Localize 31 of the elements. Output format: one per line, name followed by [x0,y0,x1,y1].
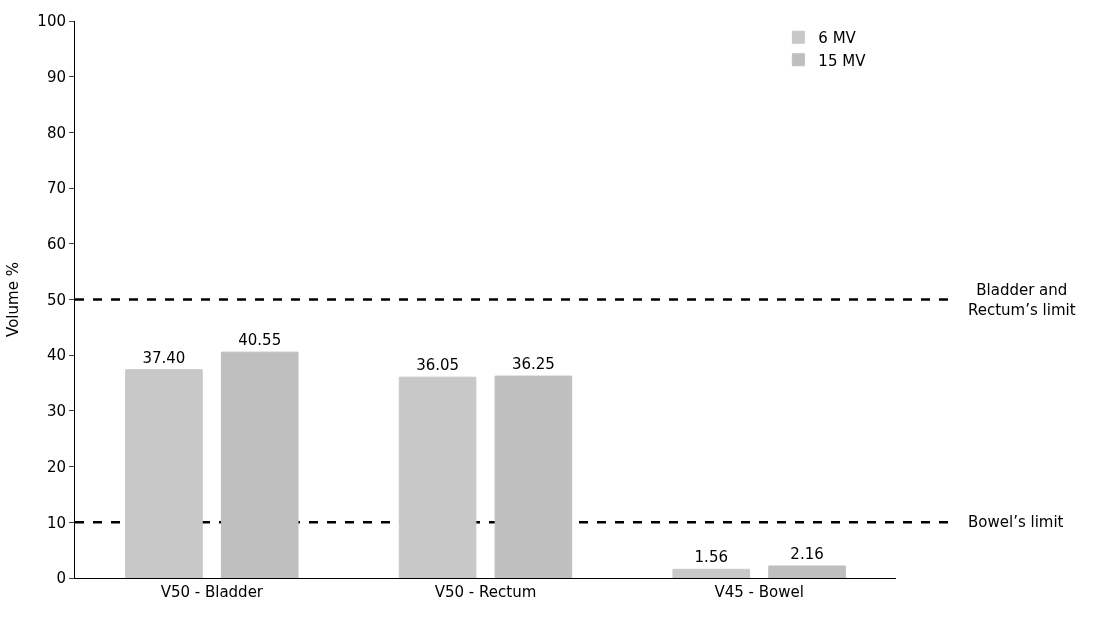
bar [125,369,203,578]
y-tick-label: 40 [46,346,66,365]
legend-label: 6 MV [818,29,857,48]
y-tick-label: 30 [46,402,66,421]
ref-line-label: Bowel’s limit [968,513,1064,531]
data-label: 40.55 [238,331,282,350]
y-tick-label: 60 [46,235,66,254]
data-label: 36.25 [511,355,555,374]
data-label: 37.40 [142,348,186,367]
y-tick-label: 80 [46,123,66,142]
y-axis-title: Volume % [3,262,22,337]
y-tick-label: 100 [37,12,66,31]
y-tick-label: 90 [46,67,66,86]
x-tick-label: V50 - Rectum [434,583,537,601]
y-tick-label: 70 [46,179,66,198]
data-label: 1.56 [694,548,728,567]
data-label: 36.05 [416,356,460,375]
x-tick-label: V45 - Bowel [714,583,804,601]
y-tick-label: 50 [46,290,66,309]
bar [220,351,299,578]
y-tick-label: 10 [46,513,66,532]
bar [768,565,846,578]
bar [494,375,573,578]
bar [672,568,751,578]
x-tick-label: V50 - Bladder [160,583,264,601]
data-label: 2.16 [790,544,824,563]
y-tick-label: 0 [56,569,66,588]
y-tick-label: 20 [46,457,66,476]
ref-line-label: Bladder and Rectum’s limit [968,281,1076,319]
bar [398,376,477,578]
legend-label: 15 MV [818,51,867,70]
